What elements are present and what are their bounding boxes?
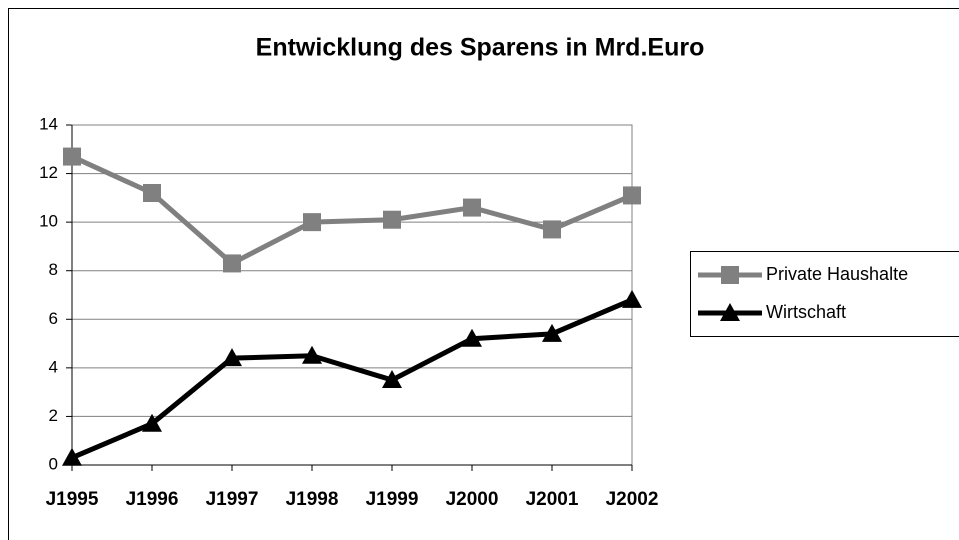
legend-label: Private Haushalte xyxy=(766,264,908,284)
legend-marker xyxy=(720,303,740,321)
data-point xyxy=(222,348,242,367)
data-point xyxy=(462,328,482,347)
series-line xyxy=(70,154,633,267)
legend-marker xyxy=(721,266,739,284)
x-tick-label: J1996 xyxy=(126,489,179,510)
y-tick-label: 14 xyxy=(39,114,58,133)
data-point xyxy=(543,220,561,239)
y-tick-label: 8 xyxy=(49,260,58,279)
chart-title: Entwicklung des Sparens in Mrd.Euro xyxy=(256,34,705,62)
data-point xyxy=(383,210,401,229)
x-tick-label: J1997 xyxy=(206,489,259,510)
y-tick-label: 4 xyxy=(49,357,58,376)
legend-label: Wirtschaft xyxy=(766,302,846,322)
y-tick-label: 12 xyxy=(39,163,58,182)
data-point xyxy=(623,186,641,205)
data-point xyxy=(223,254,241,273)
y-tick-label: 6 xyxy=(49,309,58,328)
data-point xyxy=(622,289,642,308)
x-tick-label: J2002 xyxy=(606,489,659,510)
data-point xyxy=(542,323,562,342)
x-tick-label: J1998 xyxy=(286,489,339,510)
x-tick-label: J1999 xyxy=(366,489,419,510)
data-point xyxy=(62,447,82,466)
series-line xyxy=(71,297,633,461)
y-tick-label: 2 xyxy=(49,406,58,425)
x-tick-label: J1995 xyxy=(46,489,99,510)
data-point xyxy=(463,198,481,217)
data-point xyxy=(302,345,322,364)
x-tick-label: J2001 xyxy=(526,489,579,510)
y-tick-label: 10 xyxy=(39,212,58,231)
data-point xyxy=(143,184,161,202)
data-point xyxy=(382,370,402,388)
data-point xyxy=(303,213,321,232)
legend-box xyxy=(690,251,959,337)
data-point xyxy=(63,147,81,166)
x-tick-label: J2000 xyxy=(446,489,499,510)
y-tick-label: 0 xyxy=(49,454,58,473)
data-point xyxy=(142,413,162,432)
